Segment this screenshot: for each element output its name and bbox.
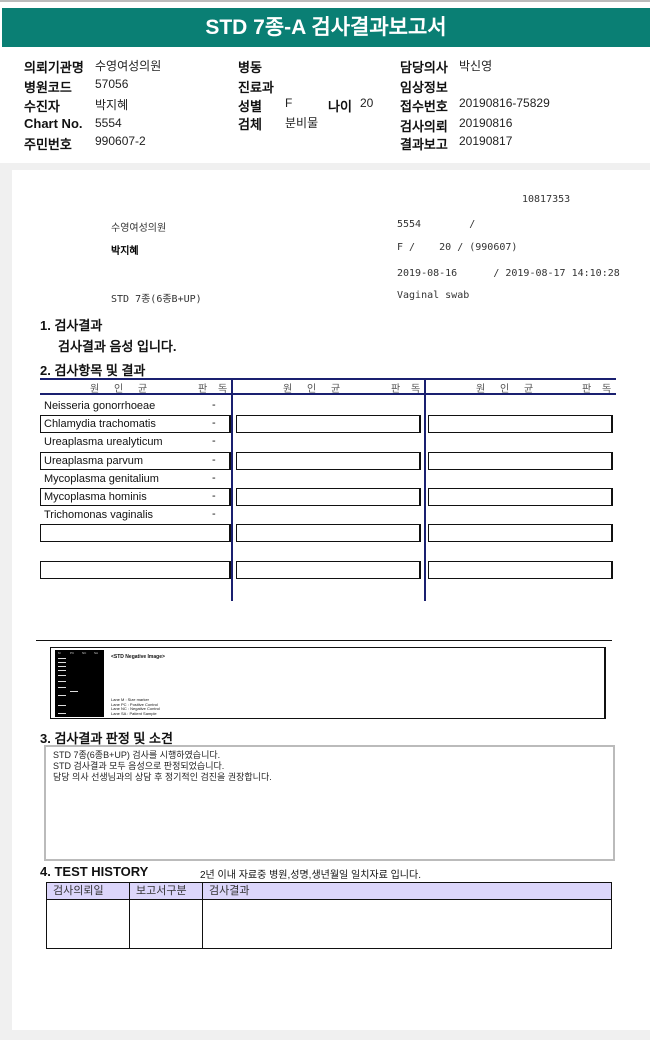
report-title: STD 7종-A 검사결과보고서 [2,8,650,47]
report-sex-age: F / 20 / (990607) [397,242,518,253]
row-box [428,451,613,470]
opinion-line: 담당 의사 선생님과의 상담 후 정기적인 검진을 권장합니다. [53,772,272,782]
history-col: 보고서구분 [130,883,203,899]
gel-legend-item: Lane M : Size marker [111,697,150,702]
row-box [428,488,613,506]
info-value: 박지혜 [95,98,129,112]
info-label: 결과보고 [400,137,448,152]
row-box [40,488,231,506]
section3-title: 3. 검사결과 판정 및 소견 [40,731,173,746]
report-dates: 2019-08-16 / 2019-08-17 14:10:28 [397,268,620,279]
info-label: 담당의사 [400,60,448,75]
info-value: 57056 [95,77,129,91]
info-label: 병원코드 [24,80,72,95]
history-table: 검사의뢰일 보고서구분 검사결과 [46,882,612,949]
col-header-reading: 판 독 [198,384,232,395]
gel-lane-label: NC [82,651,87,655]
info-value: 수영여성의원 [95,59,162,73]
info-label: 수진자 [24,99,60,114]
gel-legend-item: Lane SA : Patient Sample [111,710,157,716]
organism-result: - [212,435,216,448]
history-col: 검사의뢰일 [47,883,130,899]
col-header-organism: 원 인 균 [283,384,347,395]
organism-name: Neisseria gonorrhoeae [44,400,156,412]
gel-lane-label: PC [70,651,75,655]
info-value: 분비물 [285,116,319,130]
row-box [40,560,231,579]
history-col: 검사결과 [203,883,611,899]
section4-title: 4. TEST HISTORY [40,864,149,879]
gel-image: M PC NC SA [55,650,104,717]
col-header-organism: 원 인 균 [90,384,154,395]
organism-result: - [212,399,216,411]
report-test: STD 7종(6종B+UP) [111,294,202,305]
row-box [236,488,421,506]
gel-lane-label: SA [94,651,99,655]
opinion-box: STD 7종(6종B+UP) 검사를 시행하였습니다. STD 검사결과 모두 음… [44,745,615,861]
age-value: 20 [360,96,374,110]
report-chart: 5554 / [397,219,476,230]
row-box [428,415,613,434]
info-label: 임상정보 [400,80,448,95]
info-label: Chart No. [24,116,83,131]
row-box [40,415,231,434]
organism-result: - [212,490,216,502]
report-id: 10817353 [522,194,571,205]
info-value: 20190816 [459,116,513,130]
row-box [236,560,421,579]
row-box [428,560,613,579]
report-hospital: 수영여성의원 [111,223,167,234]
row-box [40,451,231,470]
organism-result: - [212,508,216,521]
info-label: 병동 [238,60,262,75]
info-value: 박신영 [459,59,493,73]
gel-legend-item: Lane NC : Negative Control [111,706,160,711]
organism-result: - [212,471,216,484]
gel-legend: Lane M : Size marker Lane PC : Positive C… [111,697,160,716]
row-box [236,451,421,470]
organism-name: Mycoplasma genitalium [44,472,159,485]
info-label: 검체 [238,117,262,132]
info-label: 성별 [238,99,262,114]
col-header-organism: 원 인 균 [476,384,540,395]
organism-name: Chlamydia trachomatis [44,418,156,431]
organism-result: - [212,417,216,430]
organism-name: Ureaplasma urealyticum [44,436,163,449]
col-header-reading: 판 독 [582,384,616,395]
section2-title: 2. 검사항목 및 결과 [40,363,146,378]
age-label: 나이 [328,99,352,114]
info-value: 20190816-75829 [459,96,550,110]
organism-name: Trichomonas vaginalis [44,509,154,522]
section1-title: 1. 검사결과 [40,318,103,333]
organism-result: - [212,453,216,466]
row-box [236,415,421,434]
row-box [40,524,231,543]
row-box [428,524,613,543]
section1-result: 검사결과 음성 입니다. [58,339,177,354]
gel-title: <STD Negative Image> [111,654,165,660]
col-header-reading: 판 독 [391,384,425,395]
info-value: 20190817 [459,134,513,148]
info-label: 접수번호 [400,99,448,114]
opinion-line: STD 7종(6종B+UP) 검사를 시행하였습니다. [53,750,221,760]
gel-lane-label: M [58,651,61,655]
info-value: F [285,96,293,110]
info-label: 진료과 [238,80,274,95]
info-value: 5554 [95,116,122,130]
info-label: 검사의뢰 [400,119,448,134]
info-label: 주민번호 [24,137,72,152]
gel-image-panel: M PC NC SA <STD Negative Image> Lane M : Si… [50,647,606,719]
gel-legend-item: Lane PC : Positive Control [111,701,158,707]
row-box [236,524,421,543]
report-specimen: Vaginal swab [397,290,470,301]
info-value: 990607-2 [95,134,146,148]
info-label: 의뢰기관명 [24,60,84,75]
report-name: 박지혜 [111,246,139,257]
organism-name: Ureaplasma parvum [44,454,144,467]
history-note: 2년 이내 자료중 병원,성명,생년월일 일치자료 입니다. [200,870,421,881]
opinion-line: STD 검사결과 모두 음성으로 판정되었습니다. [53,761,225,771]
organism-name: Mycoplasma hominis [44,491,147,503]
